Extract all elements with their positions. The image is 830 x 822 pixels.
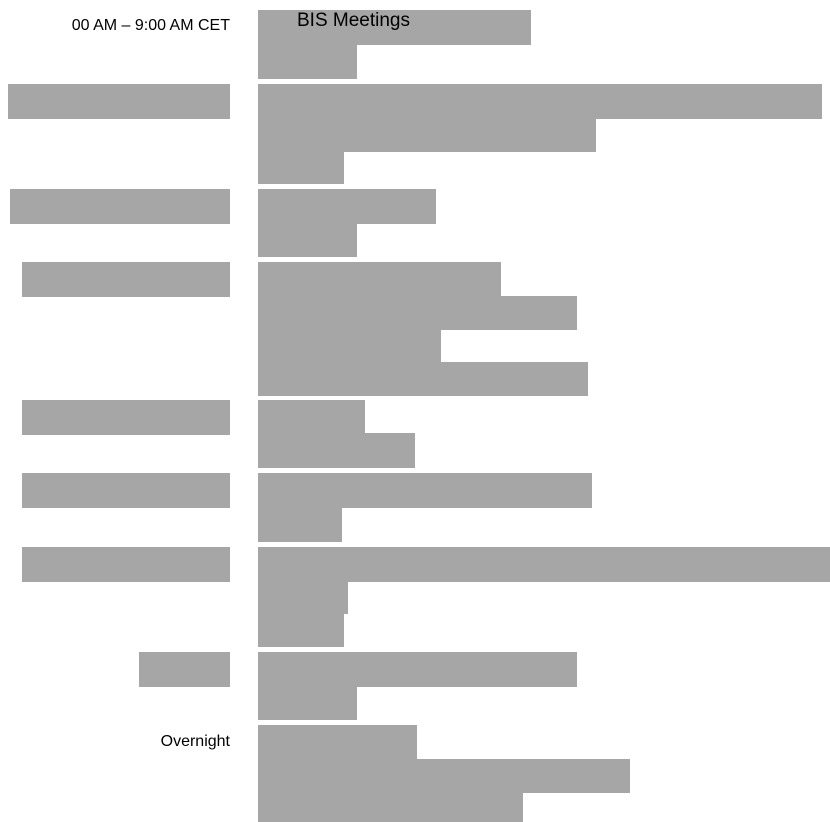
redacted-block [139, 652, 230, 687]
redacted-block [258, 725, 417, 759]
redacted-block [258, 547, 830, 582]
redacted-block [258, 582, 348, 614]
redacted-block [258, 330, 441, 362]
section-title: BIS Meetings [297, 10, 410, 31]
redacted-block [258, 10, 531, 45]
redacted-block [258, 614, 344, 647]
redacted-block [10, 189, 230, 224]
redacted-block [258, 473, 592, 508]
overnight-label: Overnight [160, 733, 230, 750]
redacted-block [258, 296, 577, 330]
redacted-block [22, 400, 230, 435]
redacted-block [258, 45, 357, 79]
redacted-block [22, 473, 230, 508]
redacted-block [22, 547, 230, 582]
redacted-block [258, 362, 588, 396]
redacted-block [22, 262, 230, 297]
redacted-block [258, 152, 344, 184]
time-label: 00 AM – 9:00 AM CET [71, 17, 230, 34]
redacted-block [258, 433, 415, 468]
redacted-block [258, 508, 342, 542]
redacted-block [258, 687, 357, 720]
redacted-block [258, 759, 630, 793]
redacted-block [258, 84, 822, 119]
redacted-block [258, 262, 501, 296]
redacted-block [258, 119, 596, 152]
redacted-block [258, 652, 577, 687]
redacted-block [258, 400, 365, 433]
redacted-block [258, 189, 436, 224]
redacted-block [258, 224, 357, 257]
redacted-block [258, 793, 523, 822]
redacted-block [8, 84, 230, 119]
